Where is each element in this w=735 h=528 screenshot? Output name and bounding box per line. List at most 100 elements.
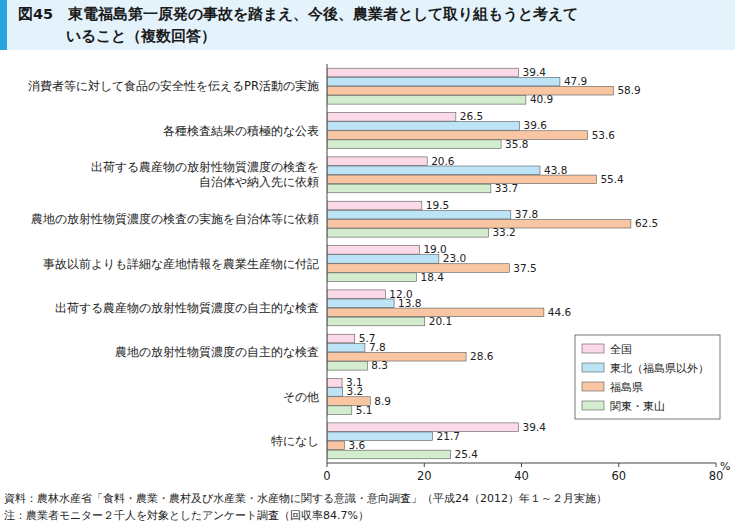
bar (327, 201, 422, 210)
data-label: 37.8 (515, 208, 538, 220)
bar (327, 219, 631, 228)
data-label: 33.2 (492, 226, 515, 238)
data-label: 26.5 (460, 110, 483, 122)
data-label: 18.4 (420, 271, 444, 283)
bar (327, 264, 509, 273)
bar (327, 441, 345, 450)
legend-swatch (582, 382, 604, 391)
title-accent (0, 0, 7, 50)
bar (327, 379, 342, 388)
x-axis-label: % (720, 460, 730, 473)
data-label: 44.6 (548, 306, 572, 318)
chart: 図45 東電福島第一原発の事故を踏まえ、今後、農業者として取り組もうと考えている… (0, 0, 735, 528)
legend-label: 関東・東山 (610, 400, 665, 413)
legend-swatch (582, 344, 604, 353)
bar (327, 157, 427, 166)
bar (327, 423, 519, 432)
bar (327, 77, 560, 86)
category-label: 農地の放射性物質濃度の自主的な検査 (115, 345, 319, 359)
bar (327, 450, 451, 459)
note: 資料：農林水産省「食料・農業・農村及び水産業・水産物に関する意識・意向調査」（平… (4, 492, 607, 505)
bar (327, 175, 596, 184)
legend: 全国東北（福島県以外） 福島県関東・東山 (575, 335, 720, 419)
data-label: 25.4 (455, 448, 479, 460)
data-label: 13.8 (398, 297, 421, 309)
data-label: 8.3 (371, 359, 388, 371)
bar (327, 255, 439, 264)
x-tick (716, 463, 717, 467)
category-label: 事故以前よりも詳細な産地情報を農業生産物に付記 (43, 257, 319, 271)
bar (327, 388, 343, 397)
bar (327, 352, 466, 361)
category-label: 消費者等に対して食品の安全性を伝えるPR活動の実施 (28, 79, 319, 93)
x-tick (521, 463, 522, 467)
data-label: 19.5 (426, 199, 449, 211)
bar (327, 113, 456, 122)
bar (327, 362, 367, 371)
bar (327, 299, 394, 308)
data-label: 28.6 (470, 350, 494, 362)
legend-box (575, 335, 720, 419)
data-label: 20.6 (431, 155, 455, 167)
category-label: 農地の放射性物質濃度の検査の実施を自治体等に依頼 (31, 212, 319, 226)
data-label: 23.0 (443, 252, 466, 264)
bar (327, 334, 355, 343)
data-label: 20.1 (429, 315, 452, 327)
data-label: 39.4 (523, 66, 547, 78)
data-label: 39.6 (524, 119, 548, 131)
data-label: 37.5 (513, 262, 536, 274)
category-label: その他 (283, 390, 319, 404)
bar (327, 166, 540, 175)
x-tick-label: 60 (611, 469, 626, 483)
legend-label: 東北（福島県以外） (610, 362, 709, 375)
bar (327, 229, 488, 238)
title: 図45 東電福島第一原発の事故を踏まえ、今後、農業者として取り組もうと考えている… (18, 6, 578, 44)
bar (327, 96, 526, 105)
note: 注：農業者モニター２千人を対象としたアンケート調査（回収率84.7%） (4, 509, 369, 522)
data-label: 55.4 (600, 173, 624, 185)
data-label: 33.7 (495, 182, 518, 194)
data-label: 21.7 (437, 430, 460, 442)
bar (327, 140, 501, 149)
category-label: 各種検査結果の積極的な公表 (163, 124, 319, 138)
x-tick-label: 20 (417, 469, 432, 483)
data-label: 47.9 (564, 75, 587, 87)
bar (327, 343, 365, 352)
data-label: 40.9 (530, 93, 553, 105)
data-label: 58.9 (617, 84, 640, 96)
data-label: 5.1 (356, 404, 373, 416)
category-label: 出荷する農産物の放射性物質濃度の自主的な検査 (55, 301, 319, 315)
bar (327, 432, 433, 441)
legend-swatch (582, 401, 604, 410)
title-band (0, 0, 735, 50)
legend-swatch (582, 363, 604, 372)
data-label: 39.4 (523, 421, 547, 433)
bar (327, 246, 419, 255)
x-tick-label: 40 (514, 469, 529, 483)
data-label: 35.8 (505, 138, 528, 150)
data-label: 43.8 (544, 164, 567, 176)
legend-label: 福島県 (610, 381, 643, 394)
bar (327, 68, 519, 77)
x-tick (327, 463, 328, 467)
bar (327, 122, 520, 131)
data-label: 8.9 (374, 395, 391, 407)
data-label: 62.5 (635, 217, 658, 229)
data-label: 7.8 (369, 341, 386, 353)
category-label: 出荷する農産物の放射性物質濃度の検査を自治体や納入先に依頼 (91, 160, 319, 189)
legend-label: 全国 (610, 343, 632, 356)
x-tick (424, 463, 425, 467)
data-label: 53.6 (592, 129, 616, 141)
category-label: 特になし (271, 434, 319, 448)
data-label: 3.2 (347, 385, 364, 397)
x-tick (618, 463, 619, 467)
bar (327, 406, 352, 415)
bar (327, 210, 511, 219)
bar (327, 317, 425, 326)
data-label: 3.6 (349, 439, 366, 451)
x-tick-label: 0 (323, 469, 330, 483)
bar (327, 86, 613, 95)
bar (327, 131, 588, 140)
bar (327, 290, 385, 299)
y-axis-line (327, 64, 328, 463)
